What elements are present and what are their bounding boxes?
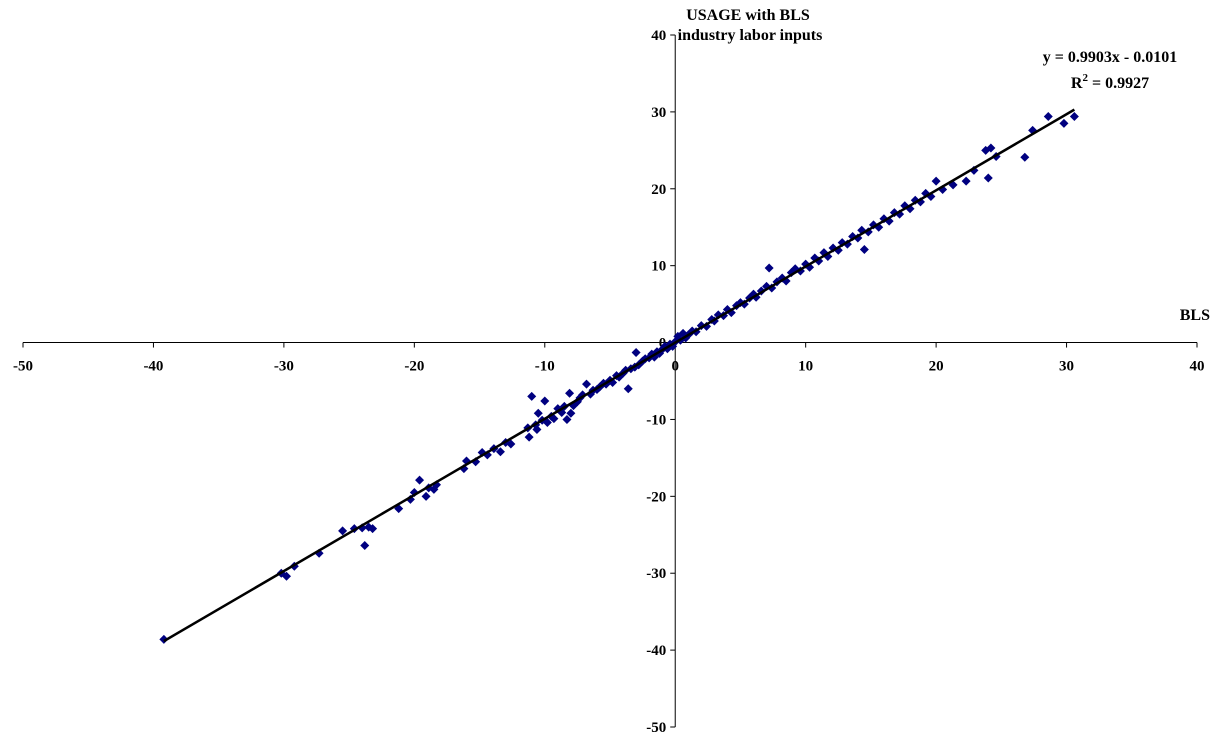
data-point — [623, 384, 633, 394]
y-tick-label: -10 — [646, 412, 666, 428]
x-tick-label: 30 — [1059, 359, 1074, 375]
data-point — [1020, 152, 1030, 162]
data-point — [506, 439, 516, 449]
data-point — [495, 447, 505, 457]
x-tick-label: -40 — [143, 359, 163, 375]
x-tick-label: -20 — [404, 359, 424, 375]
data-point — [360, 541, 370, 551]
y-axis-ticks: -50 -40 -30 -20 -10 0 10 20 30 40 — [646, 28, 676, 735]
data-point — [1059, 118, 1069, 128]
y-tick-label: 0 — [659, 336, 667, 352]
data-point — [764, 263, 774, 273]
x-tick-label: -30 — [274, 359, 294, 375]
r-squared-value: = 0.9927 — [1088, 75, 1149, 92]
r-squared-superscript: 2 — [1082, 72, 1088, 84]
data-point — [566, 408, 576, 418]
data-point — [533, 408, 543, 418]
r-squared-r: R — [1071, 75, 1083, 92]
data-point — [1043, 112, 1053, 122]
y-tick-label: 40 — [651, 28, 666, 44]
y-tick-label: -50 — [646, 720, 666, 735]
x-axis-ticks: -50 -40 -30 -20 -10 0 10 20 30 40 — [13, 342, 1205, 375]
y-tick-label: -40 — [646, 643, 666, 659]
x-tick-label: 0 — [671, 359, 679, 375]
data-point — [532, 424, 542, 434]
y-tick-label: 30 — [651, 105, 666, 121]
data-point — [540, 396, 550, 406]
y-tick-label: 20 — [651, 182, 666, 198]
data-point — [338, 526, 348, 536]
data-point — [281, 571, 291, 581]
x-tick-label: 10 — [798, 359, 813, 375]
data-point — [931, 176, 941, 186]
data-point — [1069, 112, 1079, 122]
y-axis-title-line-2: industry labor inputs — [678, 27, 823, 44]
y-tick-label: -20 — [646, 489, 666, 505]
data-point — [549, 414, 559, 424]
x-axis-title: BLS — [1180, 307, 1210, 324]
data-point — [159, 634, 169, 644]
data-point — [368, 524, 378, 534]
trendline-equation: y = 0.9903x - 0.0101 — [1043, 49, 1177, 66]
data-point — [986, 143, 996, 153]
axes — [23, 35, 1197, 727]
r-squared-label: R2 = 0.9927 — [1071, 72, 1149, 92]
data-point — [859, 245, 869, 255]
data-point — [631, 348, 641, 358]
data-point — [524, 432, 534, 442]
y-axis-title: USAGE with BLS industry labor inputs — [678, 7, 823, 44]
data-point — [582, 379, 592, 389]
data-point — [562, 414, 572, 424]
x-tick-label: 20 — [929, 359, 944, 375]
y-tick-label: -30 — [646, 566, 666, 582]
y-axis-title-line-1: USAGE with BLS — [686, 7, 810, 24]
trendline — [163, 108, 1076, 643]
data-point — [415, 475, 425, 485]
x-tick-label: 40 — [1190, 359, 1205, 375]
data-point — [527, 391, 537, 401]
data-point — [565, 388, 575, 398]
y-tick-label: 10 — [651, 259, 666, 275]
data-point — [983, 173, 993, 183]
data-point — [961, 176, 971, 186]
x-tick-label: -50 — [13, 359, 33, 375]
data-point — [421, 491, 431, 501]
x-tick-label: -10 — [535, 359, 555, 375]
data-point — [542, 418, 552, 428]
